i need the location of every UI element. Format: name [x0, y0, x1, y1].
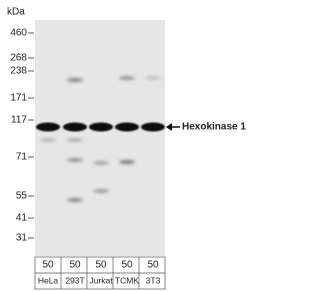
faint-band	[67, 138, 83, 142]
target-label: Hexokinase 1	[182, 122, 246, 133]
marker-label: 71	[16, 152, 28, 163]
lane-cell-line: HeLa	[38, 275, 59, 285]
marker-label: 171	[10, 93, 27, 104]
lane-cell-line: Jurkat	[89, 275, 113, 285]
arrow-head	[166, 123, 172, 131]
marker-label: 117	[11, 115, 27, 126]
main-band	[141, 122, 165, 132]
gel	[35, 20, 165, 256]
lane-cell-line: 293T	[65, 275, 84, 285]
bands	[36, 76, 180, 202]
marker-label: 55	[16, 191, 28, 202]
lane-amount: 50	[42, 260, 54, 271]
main-band	[115, 122, 139, 132]
faint-band	[93, 189, 109, 193]
faint-band	[119, 160, 135, 164]
marker-label: 31	[16, 233, 28, 244]
faint-band	[145, 76, 161, 80]
faint-band	[119, 76, 135, 80]
lane-amount: 50	[95, 260, 107, 271]
lane-cell-line: 3T3	[146, 275, 161, 285]
faint-band	[40, 138, 56, 142]
faint-band	[67, 158, 83, 162]
faint-band	[67, 78, 83, 82]
main-band	[63, 122, 87, 132]
main-band	[36, 122, 60, 132]
lane-amount: 50	[147, 260, 159, 271]
marker-label: 41	[16, 213, 28, 224]
faint-band	[67, 198, 83, 202]
unit-label: kDa	[7, 7, 25, 18]
lane-cell-line: TCMK	[115, 275, 139, 285]
marker-label: 268	[10, 53, 27, 64]
lane-amount: 50	[69, 260, 81, 271]
main-band	[89, 122, 113, 132]
marker-label: 238	[10, 66, 27, 77]
marker-label: 460	[10, 28, 27, 39]
blot-figure: kDa Hexokinase 1 460 268 238 171 117 71 55 41 31…	[7, 7, 246, 290]
lane-amount: 50	[121, 260, 133, 271]
faint-band	[93, 161, 109, 165]
